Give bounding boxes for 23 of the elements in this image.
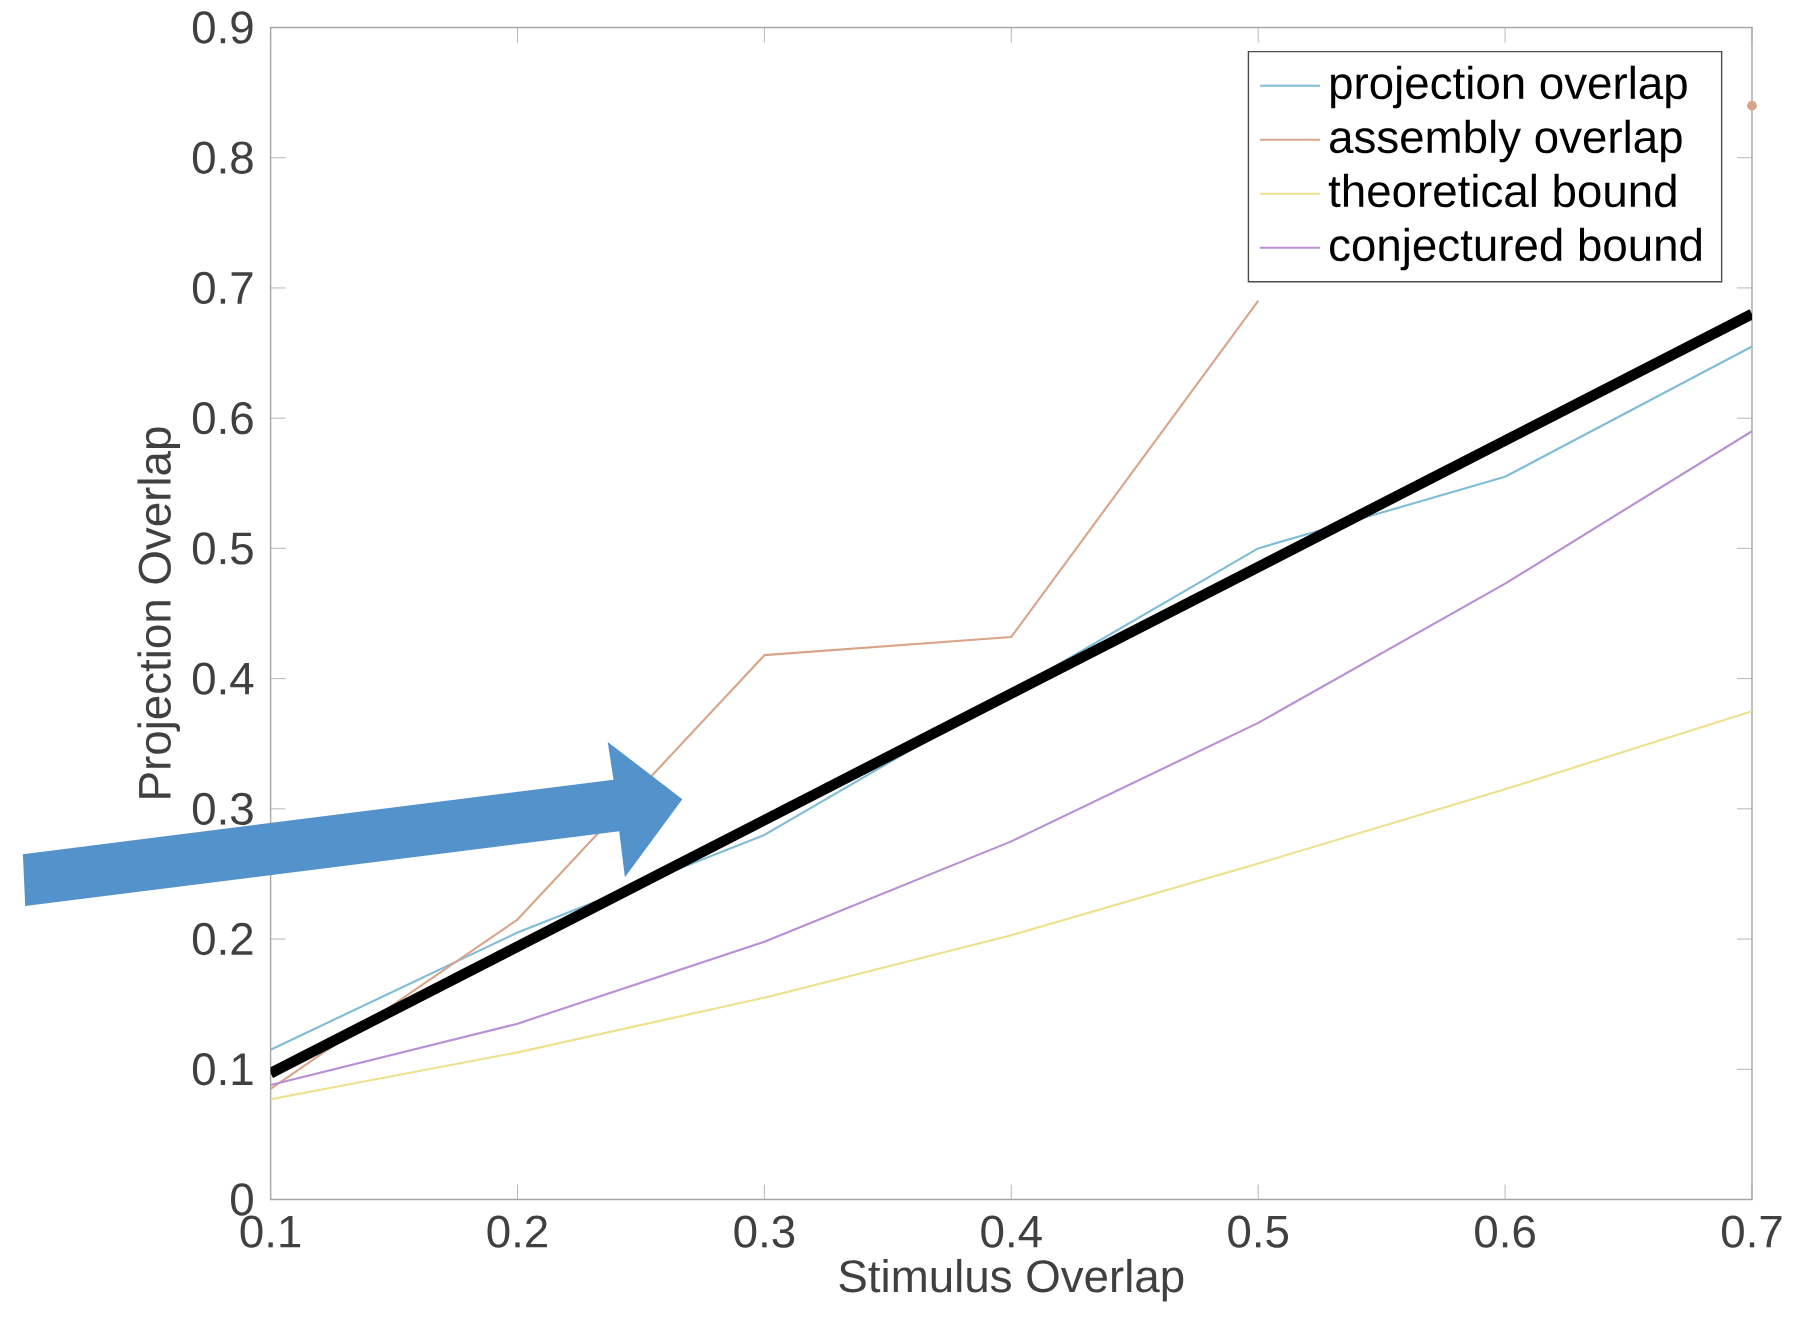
y-tick-label: 0.4 <box>192 662 254 695</box>
legend-label: conjectured bound <box>1330 227 1702 271</box>
y-tick-label: 0.8 <box>192 141 253 174</box>
y-tick-label: 0.7 <box>192 271 253 305</box>
x-tick-label: 0.6 <box>1475 1215 1535 1248</box>
x-axis-title: Stimulus Overlap <box>839 1258 1184 1302</box>
y-tick-label: 0.5 <box>192 532 253 565</box>
legend-label: projection overlap <box>1331 65 1687 109</box>
y-tick-label: 0.1 <box>192 1053 253 1086</box>
x-tick-label: 0.1 <box>240 1215 301 1248</box>
x-tick-label: 0.3 <box>734 1215 795 1248</box>
legend-label: theoretical bound <box>1328 173 1676 208</box>
y-axis-title: Projection Overlap <box>137 427 180 798</box>
y-tick-label: 0.6 <box>192 401 253 435</box>
y-tick-label: 0.2 <box>192 922 253 956</box>
legend-label: assembly overlap <box>1330 119 1682 163</box>
x-tick-label: 0.5 <box>1228 1215 1289 1248</box>
y-tick-label: 0.9 <box>192 11 253 44</box>
x-tick-label: 0.4 <box>981 1215 1042 1248</box>
x-tick-label: 0.7 <box>1721 1215 1782 1248</box>
y-tick-label: 0 <box>231 1183 253 1216</box>
y-tick-label: 0.3 <box>192 792 253 825</box>
x-tick-label: 0.2 <box>487 1215 547 1248</box>
